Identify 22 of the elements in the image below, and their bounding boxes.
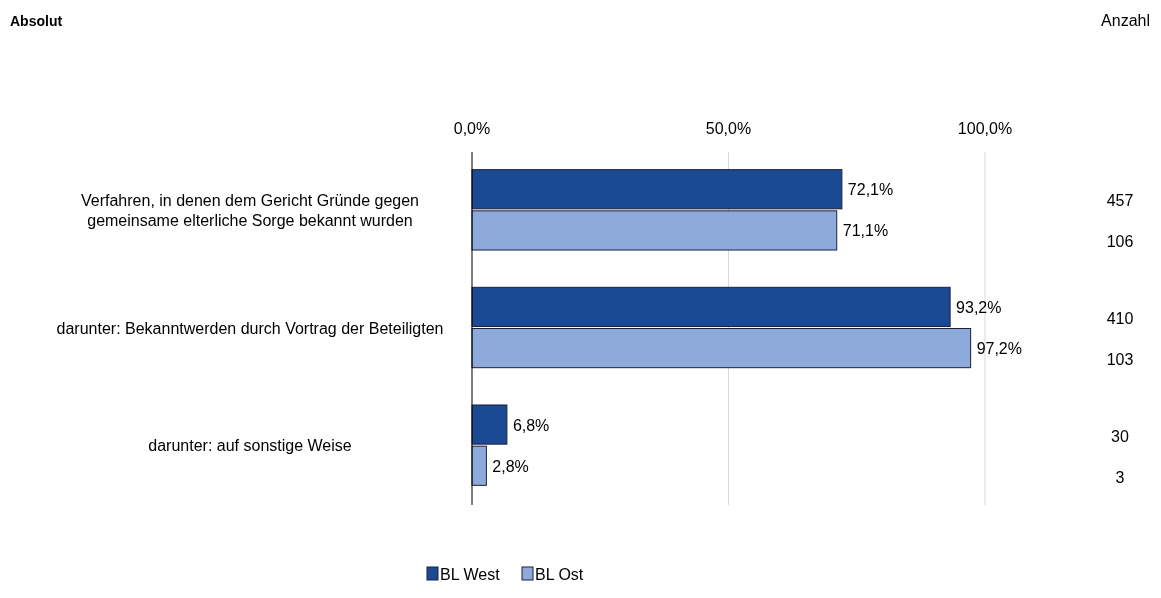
x-tick-label: 100,0% <box>957 120 1013 137</box>
text: 30 <box>1111 427 1129 445</box>
text: 457 <box>1106 192 1134 210</box>
data-label: 97,2% <box>976 340 1023 358</box>
legend-label: BL Ost <box>535 566 584 583</box>
text: 106 <box>1106 233 1134 251</box>
text: Absolut <box>10 13 63 29</box>
data-label: 2,8% <box>492 457 529 475</box>
legend-label: BL West <box>440 566 501 583</box>
data-label: 6,8% <box>512 416 550 434</box>
y-tick-label: darunter: Bekanntwerden durch Vortrag der Beteiligten <box>56 319 444 337</box>
x-tick-label: 50,0% <box>705 120 752 137</box>
y-tick-label: darunter: auf sonstige Weise <box>148 437 352 455</box>
text: Anzahl <box>1101 12 1150 29</box>
y-tick-label: Verfahren, in denen dem Gericht Gründe gegen gemeinsame elterliche Sorge bekannt wurden <box>81 191 419 229</box>
x-tick-label: 0,0% <box>453 120 491 137</box>
text: 3 <box>1115 468 1125 486</box>
text: 103 <box>1106 351 1134 369</box>
data-label: 93,2% <box>956 298 1002 316</box>
data-label: 71,1% <box>842 222 889 240</box>
text: 410 <box>1106 309 1134 327</box>
data-label: 72,1% <box>847 181 894 199</box>
